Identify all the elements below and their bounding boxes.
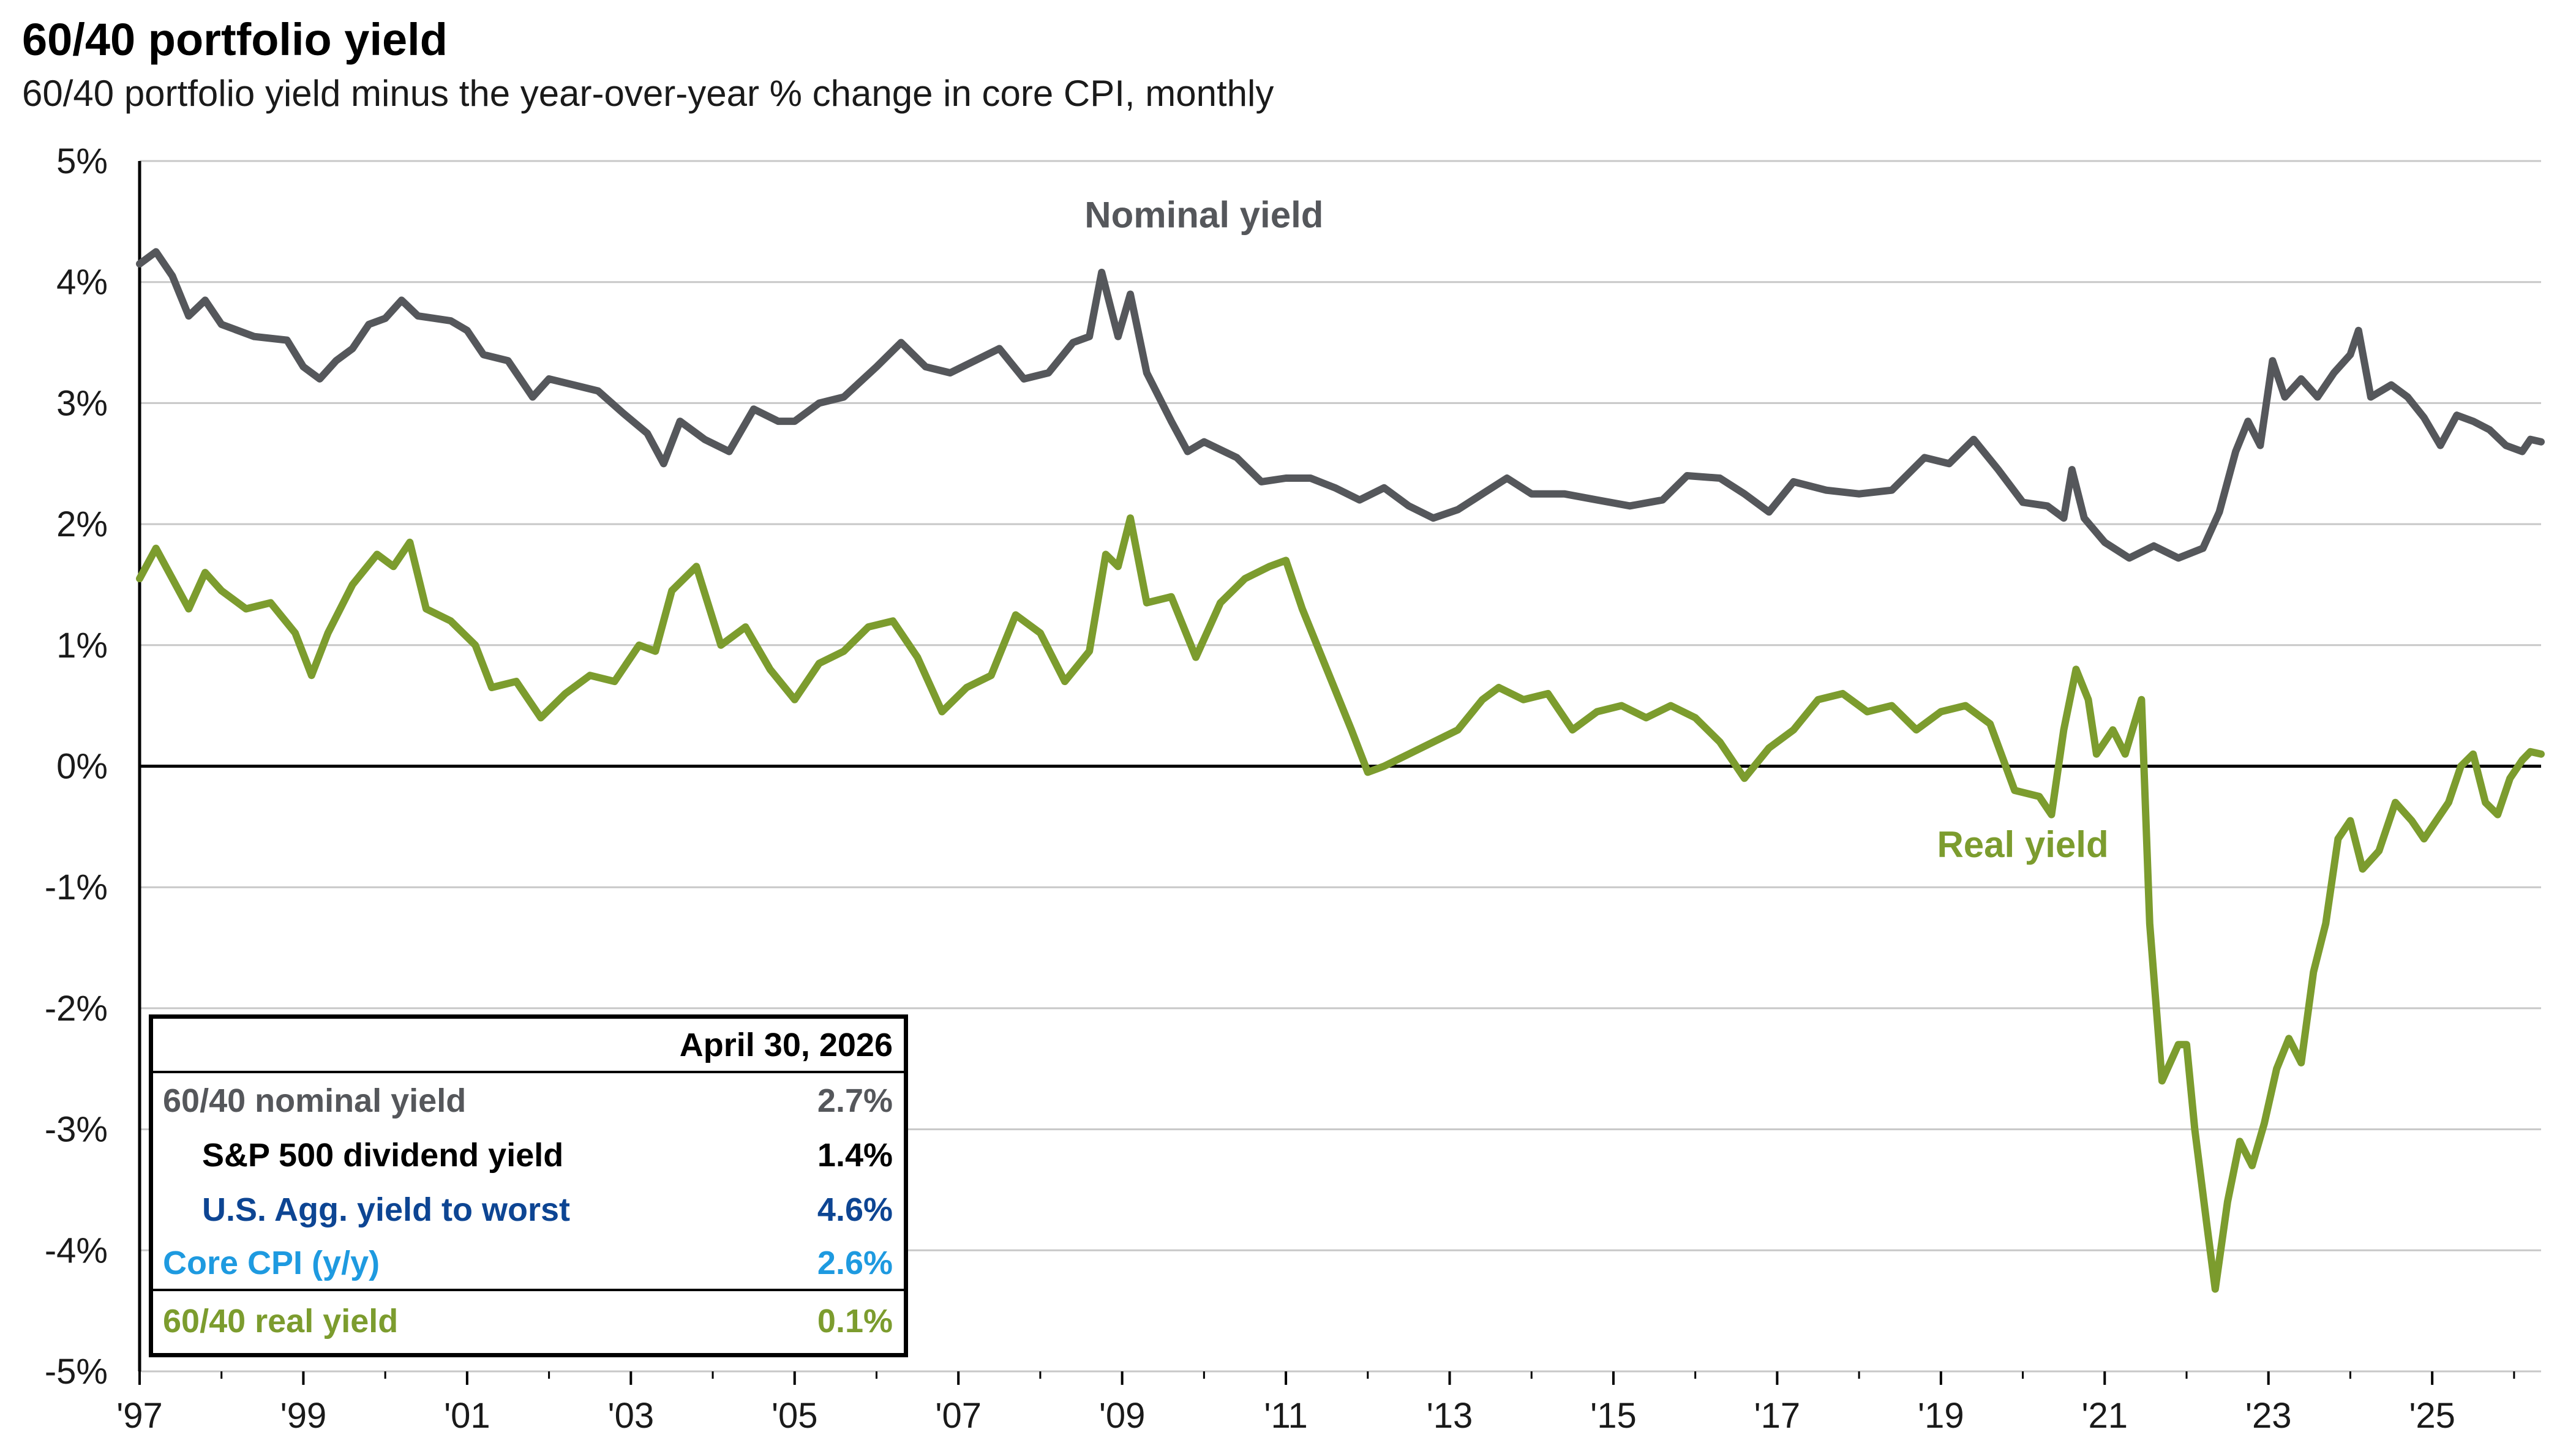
x-tick-label: '97 xyxy=(116,1396,163,1436)
series-lines xyxy=(136,248,2545,1293)
y-tick-label: -4% xyxy=(45,1231,108,1270)
chart-title: 60/40 portfolio yield xyxy=(22,14,448,65)
y-tick-label: -3% xyxy=(45,1110,108,1150)
x-tick-label: '17 xyxy=(1754,1396,1801,1436)
summary-value: 1.4% xyxy=(817,1136,893,1174)
series-labels: Nominal yield Real yield xyxy=(1084,195,2108,865)
x-tick-label: '99 xyxy=(280,1396,327,1436)
summary-value: 0.1% xyxy=(817,1302,893,1340)
summary-value: 2.7% xyxy=(817,1082,893,1119)
summary-row-dividend: S&P 500 dividend yield 1.4% xyxy=(153,1128,904,1182)
series-line-nominal xyxy=(136,248,2545,562)
y-tick-label: 1% xyxy=(56,626,108,665)
summary-row-nominal: 60/40 nominal yield 2.7% xyxy=(153,1073,904,1128)
x-tick-label: '15 xyxy=(1590,1396,1637,1436)
y-tick-label: 2% xyxy=(56,504,108,544)
series-line-real xyxy=(136,514,2545,1293)
summary-label: U.S. Agg. yield to worst xyxy=(202,1191,571,1228)
x-tick-label: '09 xyxy=(1099,1396,1146,1436)
summary-row-real: 60/40 real yield 0.1% xyxy=(153,1294,904,1348)
x-tick-label: '05 xyxy=(772,1396,818,1436)
x-tick-label: '21 xyxy=(2081,1396,2128,1436)
chart-subtitle: 60/40 portfolio yield minus the year-ove… xyxy=(22,73,1274,114)
y-tick-label: 0% xyxy=(56,747,108,787)
x-axis-ticks: '97 '99 '01 '03 '05 '07 '09 '11 '13 '15 '17 '19 '21 '… xyxy=(116,1371,2515,1436)
x-tick-label: '01 xyxy=(444,1396,490,1436)
y-axis-ticks: 5% 4% 3% 2% 1% 0% -1% -2% -3% -4% -5% xyxy=(45,141,108,1392)
x-tick-label: '25 xyxy=(2409,1396,2455,1436)
y-tick-label: 5% xyxy=(56,141,108,181)
summary-label: 60/40 nominal yield xyxy=(163,1082,467,1119)
y-tick-label: -1% xyxy=(45,868,108,907)
x-tick-label: '19 xyxy=(1918,1396,1964,1436)
summary-label: Core CPI (y/y) xyxy=(163,1244,380,1281)
x-tick-label: '11 xyxy=(1264,1396,1307,1436)
summary-date: April 30, 2026 xyxy=(679,1026,893,1063)
y-tick-label: -5% xyxy=(45,1352,108,1392)
summary-table-header: April 30, 2026 xyxy=(153,1019,904,1073)
series-label-nominal: Nominal yield xyxy=(1084,195,1323,236)
summary-label: 60/40 real yield xyxy=(163,1302,399,1340)
summary-value: 2.6% xyxy=(817,1244,893,1281)
y-tick-label: 4% xyxy=(56,263,108,302)
summary-table: April 30, 2026 60/40 nominal yield 2.7% … xyxy=(149,1014,908,1357)
summary-row-cpi: Core CPI (y/y) 2.6% xyxy=(153,1237,904,1291)
y-tick-label: -2% xyxy=(45,989,108,1029)
summary-value: 4.6% xyxy=(817,1191,893,1228)
y-tick-label: 3% xyxy=(56,383,108,423)
series-label-real: Real yield xyxy=(1937,824,2108,865)
x-tick-label: '03 xyxy=(608,1396,655,1436)
x-tick-label: '13 xyxy=(1427,1396,1473,1436)
summary-label: S&P 500 dividend yield xyxy=(202,1136,564,1174)
x-tick-label: '07 xyxy=(935,1396,982,1436)
summary-row-agg: U.S. Agg. yield to worst 4.6% xyxy=(153,1182,904,1237)
x-tick-label: '23 xyxy=(2245,1396,2292,1436)
